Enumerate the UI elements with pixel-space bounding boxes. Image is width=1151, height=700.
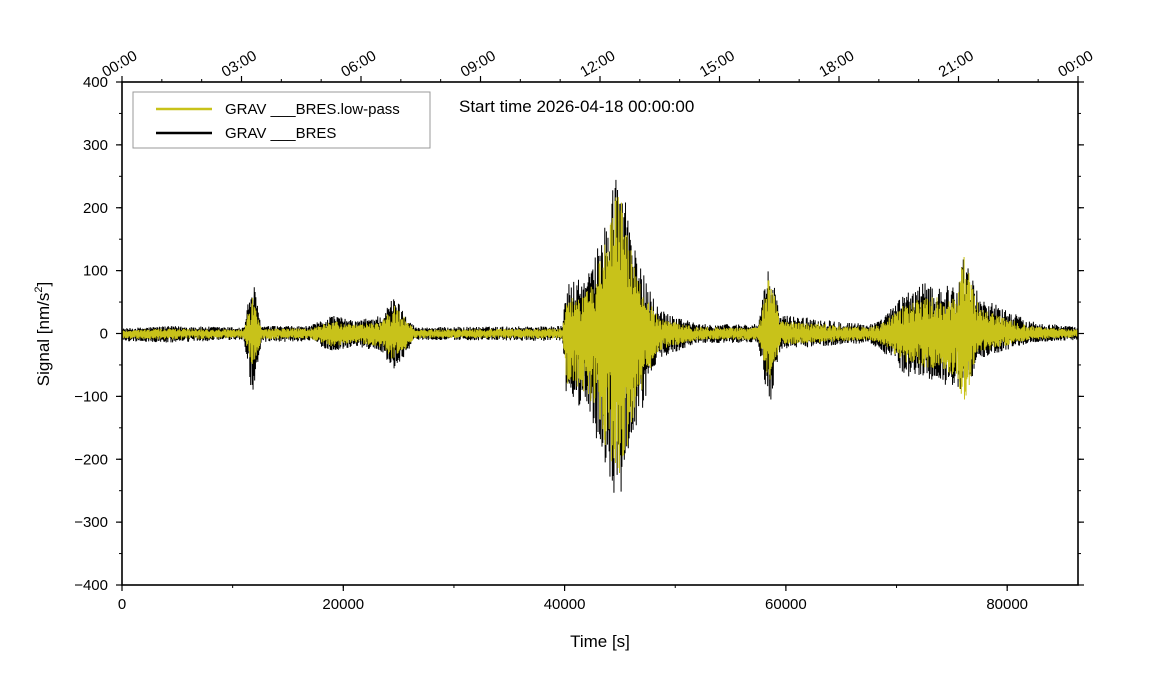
- x-tick-label: 80000: [986, 596, 1028, 613]
- legend-box: [132, 91, 431, 149]
- x-tick-label: 20000: [322, 596, 364, 613]
- legend: GRAV ___BRES.low-pass GRAV ___BRES: [132, 91, 431, 149]
- y-tick-label: −200: [74, 451, 108, 468]
- top-tick-label: 00:00: [1055, 47, 1096, 80]
- y-tick-label: −100: [74, 388, 108, 405]
- top-tick-label: 00:00: [99, 47, 140, 80]
- y-tick-label: 300: [83, 137, 108, 154]
- y-tick-label: 200: [83, 200, 108, 217]
- y-tick-label: 100: [83, 263, 108, 280]
- start-time-annotation: Start time 2026-04-18 00:00:00: [459, 97, 694, 116]
- y-axis-label-end: ]: [34, 282, 53, 287]
- y-axis-label: Signal [nm/s2]: [33, 282, 53, 386]
- legend-label-lowpass: GRAV ___BRES.low-pass: [225, 101, 400, 118]
- y-tick-label: −400: [74, 577, 108, 594]
- x-tick-label: 0: [118, 596, 126, 613]
- top-tick-label: 06:00: [338, 47, 379, 80]
- top-tick-label: 03:00: [219, 47, 260, 80]
- y-tick-label: −300: [74, 514, 108, 531]
- top-tick-label: 21:00: [936, 47, 977, 80]
- axis-ticks: [116, 76, 1084, 591]
- y-tick-label: 0: [100, 326, 108, 343]
- x-axis-label: Time [s]: [570, 632, 630, 651]
- y-tick-label: 400: [83, 74, 108, 91]
- top-tick-label: 15:00: [697, 47, 738, 80]
- top-tick-label: 09:00: [458, 47, 499, 80]
- trace-group: [122, 179, 1078, 493]
- series-grav-bres-lowpass-trace: [122, 197, 1078, 474]
- top-tick-label: 18:00: [816, 47, 857, 80]
- y-axis-label-main: Signal [nm/s: [34, 293, 53, 387]
- top-tick-label: 12:00: [577, 47, 618, 80]
- x-tick-label: 60000: [765, 596, 807, 613]
- y-axis-label-superscript: 2: [33, 287, 45, 293]
- series-grav-bres-trace: [122, 179, 1078, 493]
- legend-label-raw: GRAV ___BRES: [225, 125, 336, 142]
- x-tick-label: 40000: [544, 596, 586, 613]
